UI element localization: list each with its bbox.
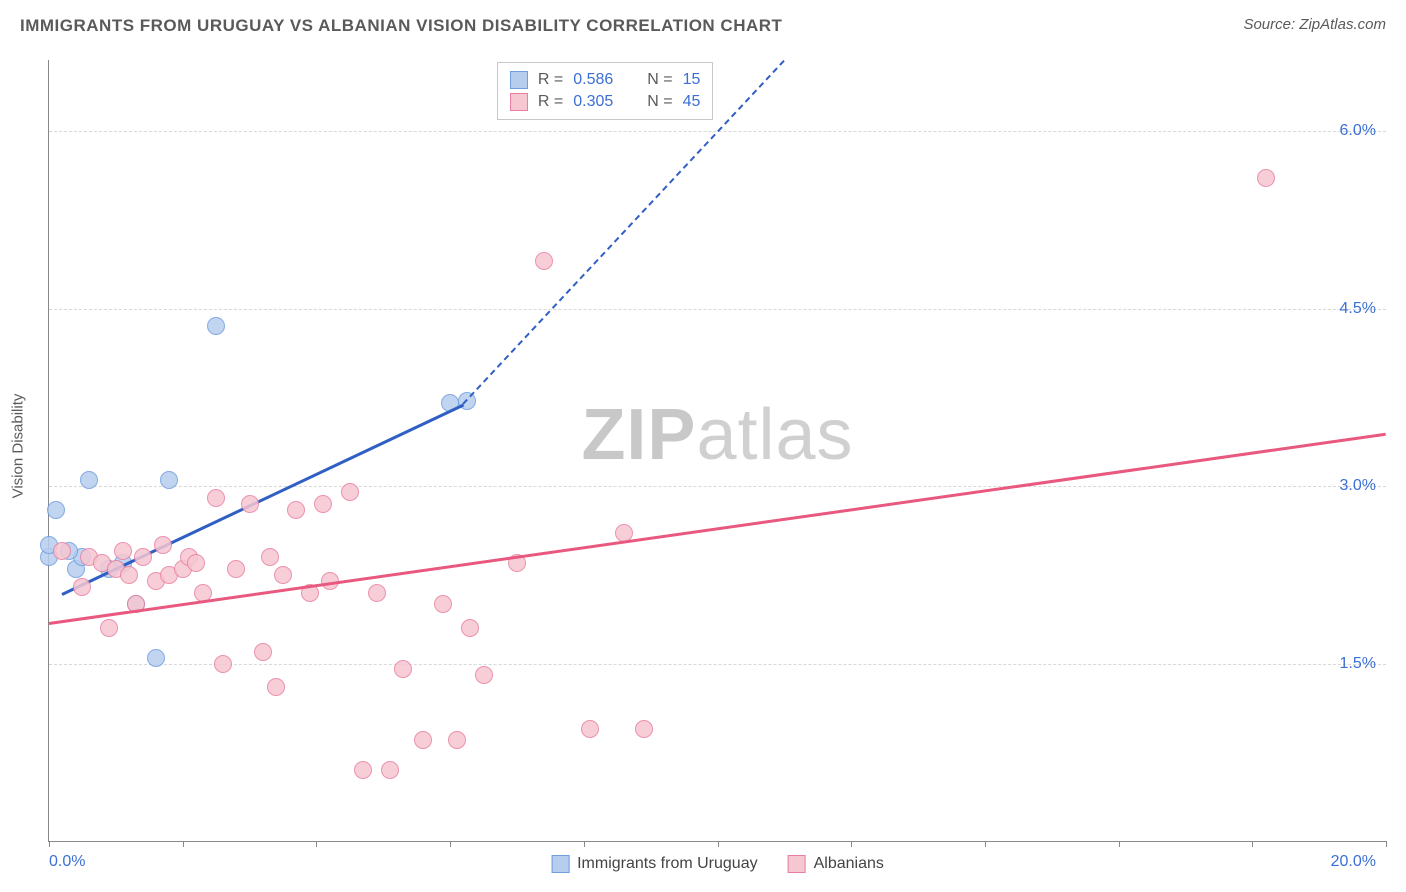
x-tick: [1119, 841, 1120, 847]
legend-n-value: 15: [683, 69, 701, 91]
y-tick-label: 4.5%: [1340, 300, 1376, 318]
data-point: [160, 471, 178, 489]
x-axis-max-label: 20.0%: [1331, 853, 1376, 871]
data-point: [114, 542, 132, 560]
data-point: [274, 566, 292, 584]
data-point: [354, 761, 372, 779]
data-point: [635, 720, 653, 738]
data-point: [254, 643, 272, 661]
data-point: [53, 542, 71, 560]
data-point: [414, 731, 432, 749]
x-tick: [49, 841, 50, 847]
data-point: [120, 566, 138, 584]
data-point: [100, 619, 118, 637]
legend-r-label: R =: [538, 69, 563, 91]
x-tick: [183, 841, 184, 847]
watermark-bold: ZIP: [581, 395, 696, 475]
data-point: [1257, 169, 1275, 187]
data-point: [227, 560, 245, 578]
x-tick: [450, 841, 451, 847]
x-tick: [1252, 841, 1253, 847]
y-axis-label: Vision Disability: [10, 394, 27, 499]
gridline: [49, 664, 1386, 665]
data-point: [207, 489, 225, 507]
x-tick: [851, 841, 852, 847]
source-label: Source: ZipAtlas.com: [1243, 16, 1386, 33]
legend-label: Albanians: [814, 855, 884, 873]
data-point: [154, 536, 172, 554]
data-point: [207, 317, 225, 335]
chart-area: ZIPatlas 0.0% 20.0% R =0.586N =15R =0.30…: [48, 60, 1386, 842]
legend-label: Immigrants from Uruguay: [577, 855, 758, 873]
data-point: [187, 554, 205, 572]
legend-row: R = 0.586 N = 15: [510, 69, 701, 91]
header: IMMIGRANTS FROM URUGUAY VS ALBANIAN VISI…: [0, 0, 1406, 44]
legend-item: Albanians: [788, 855, 884, 873]
gridline: [49, 486, 1386, 487]
legend-r-label: R =: [538, 91, 563, 113]
gridline: [49, 309, 1386, 310]
data-point: [314, 495, 332, 513]
data-point: [267, 678, 285, 696]
legend-series: Immigrants from Uruguay Albanians: [551, 855, 884, 873]
legend-swatch: [551, 855, 569, 873]
data-point: [287, 501, 305, 519]
data-point: [47, 501, 65, 519]
legend-n-label: N =: [647, 91, 672, 113]
data-point: [475, 666, 493, 684]
data-point: [73, 578, 91, 596]
legend-r-value: 0.305: [573, 91, 613, 113]
y-tick-label: 3.0%: [1340, 477, 1376, 495]
data-point: [381, 761, 399, 779]
legend-item: Immigrants from Uruguay: [551, 855, 758, 873]
watermark: ZIPatlas: [581, 394, 853, 476]
data-point: [147, 649, 165, 667]
chart-title: IMMIGRANTS FROM URUGUAY VS ALBANIAN VISI…: [20, 16, 782, 36]
data-point: [341, 483, 359, 501]
legend-swatch: [788, 855, 806, 873]
data-point: [434, 595, 452, 613]
data-point: [535, 252, 553, 270]
x-tick: [316, 841, 317, 847]
data-point: [448, 731, 466, 749]
data-point: [241, 495, 259, 513]
data-point: [368, 584, 386, 602]
legend-swatch: [510, 93, 528, 111]
data-point: [581, 720, 599, 738]
data-point: [214, 655, 232, 673]
legend-swatch: [510, 71, 528, 89]
legend-correlation: R = 0.586 N = 15 R = 0.305 N = 45: [497, 62, 714, 120]
y-tick-label: 1.5%: [1340, 655, 1376, 673]
data-point: [394, 660, 412, 678]
legend-r-value: 0.586: [573, 69, 613, 91]
data-point: [261, 548, 279, 566]
data-point: [134, 548, 152, 566]
legend-row: R = 0.305 N = 45: [510, 91, 701, 113]
trendline: [49, 433, 1386, 625]
watermark-light: atlas: [696, 395, 853, 475]
data-point: [461, 619, 479, 637]
data-point: [80, 471, 98, 489]
y-tick-label: 6.0%: [1340, 122, 1376, 140]
x-tick: [718, 841, 719, 847]
x-tick: [584, 841, 585, 847]
x-tick: [985, 841, 986, 847]
x-axis-min-label: 0.0%: [49, 853, 85, 871]
legend-n-label: N =: [647, 69, 672, 91]
legend-n-value: 45: [683, 91, 701, 113]
x-tick: [1386, 841, 1387, 847]
